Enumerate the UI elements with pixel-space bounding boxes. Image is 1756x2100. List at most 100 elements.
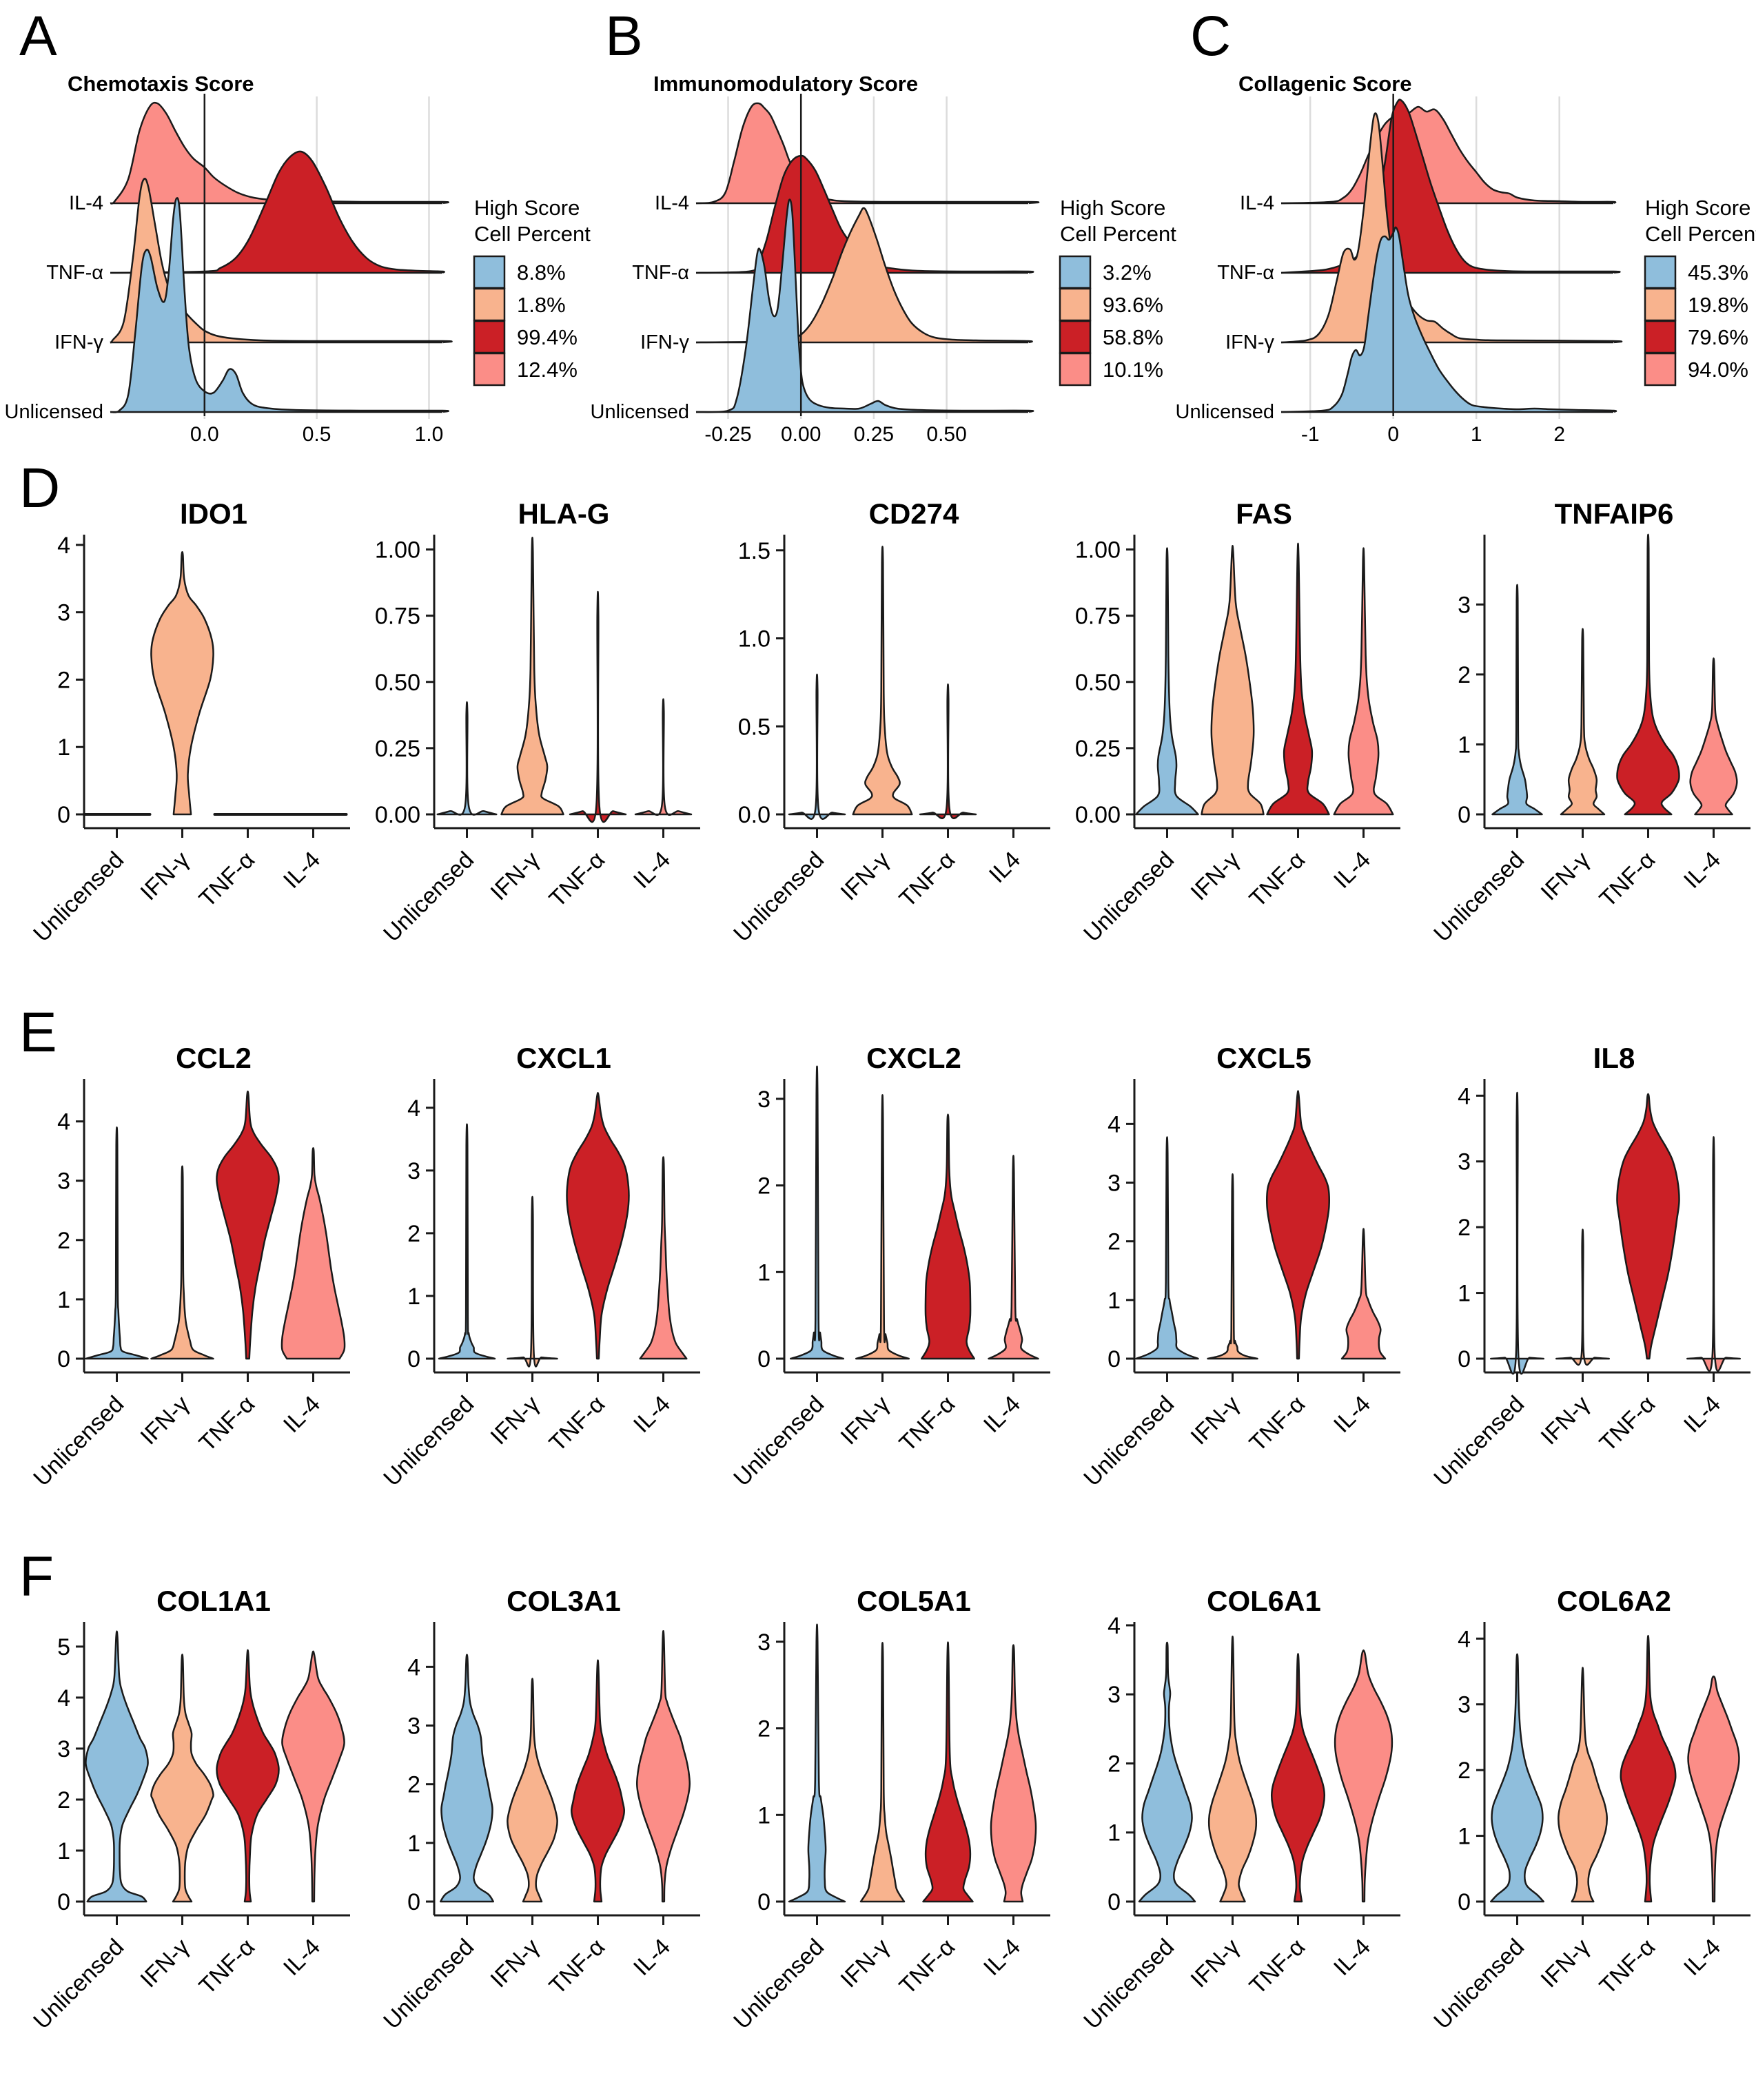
category-label: IFN-γ <box>486 847 545 906</box>
x-tick-label: 0.5 <box>303 423 331 446</box>
ridge-fill-Unlicensed <box>110 198 449 413</box>
y-tick-label: 0.50 <box>1075 670 1121 696</box>
category-label: IL-4 <box>629 1391 675 1438</box>
violin-svg-cxcl1: CXCL1 0 1 2 3 4 Unlicensed IFN-γ TNF-α IL-4 <box>378 1042 700 1492</box>
violin-svg-col1a1: COL1A1 0 1 2 3 4 5 Unlicensed IFN-γ TNF-α IL-4 <box>28 1585 350 2035</box>
y-tick-label: 2 <box>1458 662 1471 688</box>
y-tick-label: 2 <box>57 667 70 693</box>
ridgeline-svg-c: Collagenic Score IL-4 TNF-α IFN-γ Unlicensed… <box>1176 72 1756 446</box>
category-label: IL-4 <box>1679 1391 1726 1438</box>
y-tick-label: 0 <box>57 802 70 828</box>
category-label: TNF-α <box>1245 1934 1311 2000</box>
legend-swatch <box>1644 352 1677 387</box>
panel-letter-d: D <box>19 457 61 519</box>
violin-IFN-γ <box>150 1654 214 1903</box>
violin-title: CCL2 <box>176 1042 252 1074</box>
category-label: TNF-α <box>1245 1391 1311 1457</box>
violin-IFN-γ <box>1560 628 1606 816</box>
violin-chart-hla-g: HLA-G 0.00 0.25 0.50 0.75 1.00 Unlicensed IFN-γ… <box>357 475 707 1013</box>
violin-title: TNFAIP6 <box>1555 497 1674 530</box>
violin-TNF-α <box>921 1113 975 1360</box>
y-tick-label: 1.0 <box>738 626 770 652</box>
y-tick-label: 1 <box>757 1259 770 1286</box>
y-tick-label: 4 <box>57 533 70 559</box>
violin-IFN-γ <box>1558 1667 1608 1903</box>
panel-letter-e: E <box>19 1001 57 1064</box>
violin-Unlicensed <box>788 673 846 820</box>
violin-chart-cxcl1: CXCL1 0 1 2 3 4 Unlicensed IFN-γ TNF-α IL-4 <box>357 1020 707 1557</box>
violin-TNF-α <box>1616 1093 1680 1360</box>
legend-value: 19.8% <box>1688 293 1748 317</box>
violin-title: FAS <box>1236 497 1292 530</box>
y-tick-label: 3 <box>1107 1682 1121 1708</box>
y-tick-label: 0.75 <box>375 604 420 630</box>
ridge-category-label: TNF-α <box>46 262 103 284</box>
y-tick-label: 0 <box>757 1346 770 1372</box>
violin-title: CXCL1 <box>516 1042 611 1074</box>
violin-IFN-γ <box>507 1678 558 1903</box>
ridge-category-label: Unlicensed <box>1176 401 1274 423</box>
violin-IL-4 <box>988 1155 1039 1360</box>
panel-letter-a: A <box>19 5 57 68</box>
category-label: IFN-γ <box>486 1391 545 1450</box>
violin-TNF-α <box>919 683 977 820</box>
violin-TNF-α <box>571 1659 625 1903</box>
violin-svg-cxcl2: CXCL2 0 1 2 3 Unlicensed IFN-γ TNF-α IL-4 <box>728 1042 1050 1492</box>
y-tick-label: 0.50 <box>375 670 420 696</box>
category-label: TNF-α <box>544 847 611 913</box>
violin-chart-col3a1: COL3A1 0 1 2 3 4 Unlicensed IFN-γ TNF-α IL-4 <box>357 1563 707 2100</box>
legend-swatch <box>1059 320 1092 354</box>
y-tick-label: 2 <box>57 1787 70 1813</box>
violin-IFN-γ <box>859 1642 906 1903</box>
violin-chart-col1a1: COL1A1 0 1 2 3 4 5 Unlicensed IFN-γ TNF-α IL-4 <box>7 1563 357 2100</box>
legend-swatch <box>1644 320 1677 354</box>
ridge-outline-Unlicensed <box>110 197 449 413</box>
ridge-outline-TNF-α <box>110 150 445 274</box>
category-label: Unlicensed <box>728 847 829 947</box>
y-tick-label: 1 <box>1458 1824 1471 1850</box>
violin-title: COL1A1 <box>156 1585 271 1617</box>
legend-swatch <box>1644 255 1677 289</box>
legend-title: High Score <box>474 196 580 220</box>
category-label: TNF-α <box>1595 1391 1661 1457</box>
y-tick-label: 0 <box>407 1889 420 1915</box>
category-label: IL-4 <box>1329 1391 1376 1438</box>
category-label: TNF-α <box>1595 847 1661 913</box>
category-label: IL-4 <box>278 1391 325 1438</box>
x-tick-label: -0.25 <box>704 423 751 446</box>
x-tick-label: 1.0 <box>415 423 444 446</box>
y-tick-label: 4 <box>1458 1626 1471 1652</box>
violin-TNF-α <box>922 1641 974 1903</box>
ridge-category-label: IL-4 <box>1240 192 1274 214</box>
category-label: Unlicensed <box>728 1391 829 1492</box>
category-label: IFN-γ <box>836 1391 895 1450</box>
violin-title: COL3A1 <box>507 1585 621 1617</box>
y-tick-label: 4 <box>57 1685 70 1711</box>
legend-title: Cell Percent <box>474 222 591 246</box>
category-label: TNF-α <box>895 1934 961 2000</box>
category-label: TNF-α <box>1595 1934 1661 2000</box>
ridgeline-svg-b: Immunomodulatory Score IL-4 TNF-α IFN-γ Unli… <box>591 72 1177 446</box>
y-tick-label: 2 <box>407 1221 420 1247</box>
ridge-outline-Unlicensed <box>1280 226 1617 413</box>
category-label: TNF-α <box>895 1391 961 1457</box>
y-tick-label: 3 <box>1107 1171 1121 1197</box>
category-label: IFN-γ <box>1536 1391 1595 1450</box>
violin-IL-4 <box>1334 1649 1393 1903</box>
y-tick-label: 2 <box>757 1716 770 1742</box>
y-tick-label: 2 <box>1458 1758 1471 1784</box>
category-label: Unlicensed <box>1079 1934 1179 2035</box>
violin-Unlicensed <box>436 701 498 816</box>
y-tick-label: 1 <box>1458 732 1471 758</box>
category-label: TNF-α <box>544 1934 611 2000</box>
y-tick-label: 1 <box>407 1284 420 1310</box>
ridge-outline-TNF-α <box>695 154 1034 274</box>
y-tick-label: 0 <box>1458 1889 1471 1915</box>
panel-letter-c: C <box>1190 5 1232 68</box>
category-label: Unlicensed <box>1429 1934 1529 2035</box>
violin-Unlicensed <box>1491 584 1543 816</box>
ridge-outline-IL-4 <box>695 102 1040 205</box>
legend-swatch <box>473 255 506 289</box>
y-tick-label: 4 <box>407 1654 420 1680</box>
legend-value: 79.6% <box>1688 325 1748 349</box>
